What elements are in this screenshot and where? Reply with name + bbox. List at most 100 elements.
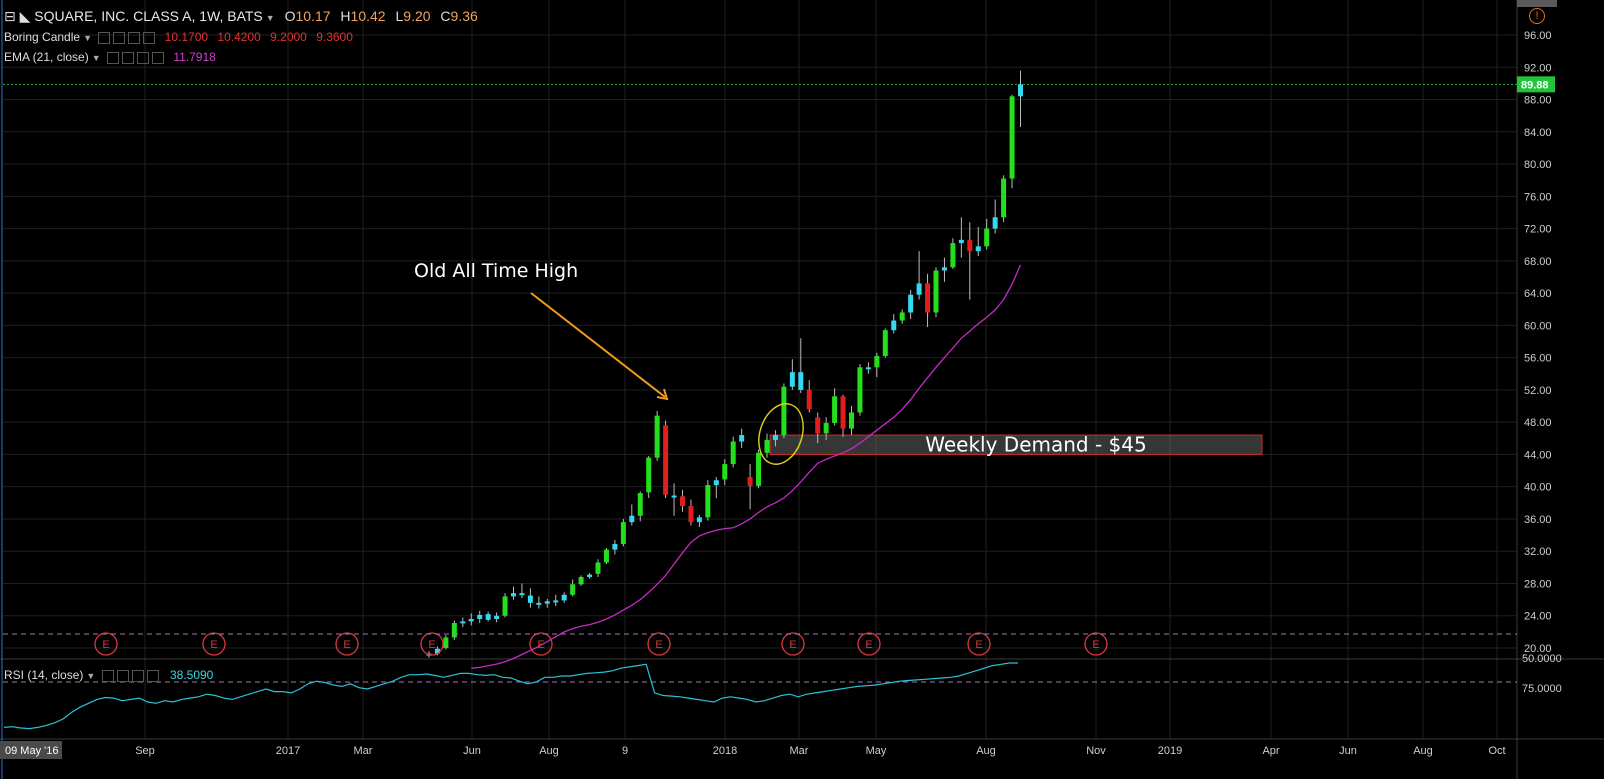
candle-body [823, 422, 829, 434]
candle-body [502, 596, 508, 616]
symbol-title[interactable]: SQUARE, INC. CLASS A, 1W, BATS [34, 8, 263, 24]
candle-body [899, 312, 905, 321]
candle-body [468, 618, 474, 622]
ohlc-low-value: 9.20 [403, 8, 431, 24]
price-tick-label: 64.00 [1524, 288, 1552, 300]
symbol-caret-icon[interactable]: ▼ [265, 13, 275, 23]
candle-indicator-label[interactable]: Boring Candle [4, 30, 81, 44]
candle-body [865, 367, 871, 370]
candle-indicator-row[interactable]: Boring Candle ▼ 10.1700 10.4200 9.2000 9.… [4, 30, 353, 44]
rsi-value: 38.5090 [169, 668, 214, 682]
ema-indicator-label[interactable]: EMA (21, close) [4, 50, 89, 64]
candle-body [688, 506, 694, 523]
top-price-box [1517, 0, 1557, 7]
annotation-arrowhead [656, 388, 669, 401]
candle-body [536, 602, 542, 605]
earnings-marker [94, 632, 118, 656]
add-icon[interactable] [136, 51, 149, 64]
candle-body [451, 622, 457, 638]
eye-icon[interactable] [128, 31, 141, 44]
candle-body [840, 396, 846, 429]
time-axis-label: Oct [1488, 745, 1505, 757]
collapse-icon[interactable]: ⊟ [4, 8, 16, 24]
candle-body [485, 614, 491, 620]
time-axis-label: May [866, 745, 887, 757]
time-axis-label: Jun [1339, 745, 1357, 757]
candle-body [849, 412, 854, 429]
alert-icon[interactable]: ! [1529, 8, 1545, 24]
price-tick-label: 28.00 [1524, 578, 1552, 590]
ohlc-high-value: 10.42 [350, 8, 386, 24]
close-icon[interactable] [151, 51, 164, 64]
rsi-tick-label: 50.0000 [1522, 653, 1562, 665]
candle-body [916, 283, 922, 295]
earnings-marker-label: E [210, 639, 217, 651]
time-axis-label: Mar [354, 745, 373, 757]
candle-caret-icon[interactable]: ▼ [83, 33, 92, 43]
settings-icon[interactable] [106, 51, 119, 64]
candle-body [443, 637, 449, 648]
time-axis-start-box [0, 741, 62, 759]
rsi-indicator-label[interactable]: RSI (14, close) [4, 668, 84, 682]
candle-body [992, 217, 998, 229]
ema-line [471, 264, 1022, 669]
ema-caret-icon[interactable]: ▼ [91, 53, 101, 63]
rsi-indicator-row[interactable]: RSI (14, close) ▼ 38.5090 [4, 668, 213, 682]
candle-body [603, 549, 609, 563]
earnings-marker [1084, 632, 1108, 656]
demand-zone [769, 434, 1263, 455]
candle-body [975, 246, 981, 252]
candle-body [561, 594, 567, 601]
price-tick-label: 24.00 [1524, 611, 1552, 623]
gear-icon[interactable] [121, 51, 134, 64]
candle-body [730, 441, 736, 465]
candle-body [663, 425, 669, 495]
earnings-marker-label: E [343, 639, 350, 651]
candle-body [747, 477, 753, 486]
time-axis-label: 09 May '16 [5, 745, 58, 757]
time-axis-label: 2018 [713, 745, 737, 757]
price-tick-label: 92.00 [1524, 62, 1552, 74]
earnings-marker [857, 632, 881, 656]
candle-body [705, 485, 711, 518]
gear-icon[interactable] [116, 669, 129, 682]
price-tick-label: 88.00 [1524, 95, 1552, 107]
candle-body [1018, 84, 1023, 97]
candle-body [1001, 178, 1007, 218]
candle-body [857, 367, 863, 413]
candle-body [933, 270, 939, 313]
price-tick-label: 44.00 [1524, 449, 1552, 461]
add-icon[interactable] [131, 669, 144, 682]
settings-icon[interactable] [98, 31, 111, 44]
earnings-marker-label: E [655, 639, 662, 651]
close-icon[interactable] [143, 31, 156, 44]
gear-icon[interactable] [113, 31, 126, 44]
earnings-marker-label: E [865, 639, 872, 651]
time-axis-label: 2019 [1158, 745, 1182, 757]
ohlc-low-label: L [395, 8, 404, 24]
last-price-box [1517, 76, 1555, 93]
settings-icon[interactable] [101, 669, 114, 682]
time-axis-label: Aug [539, 745, 559, 757]
earnings-marker-label: E [789, 639, 796, 651]
candle-body [434, 648, 440, 654]
flag-icon: ◣ [19, 8, 31, 24]
price-tick-label: 52.00 [1524, 385, 1552, 397]
price-tick-label: 20.00 [1524, 643, 1552, 655]
ohlc-open-label: O [284, 8, 296, 24]
candle-body [637, 493, 643, 516]
candle-body [477, 614, 483, 619]
candle-body [570, 584, 576, 595]
ema-indicator-row[interactable]: EMA (21, close) ▼ 11.7918 [4, 50, 216, 64]
candle-body [654, 415, 660, 458]
price-tick-label: 72.00 [1524, 224, 1552, 236]
close-icon[interactable] [146, 669, 159, 682]
price-tick-label: 68.00 [1524, 256, 1552, 268]
time-axis-label: Aug [1413, 745, 1433, 757]
annotation-arrow [530, 292, 666, 398]
candle-body [680, 496, 685, 507]
rsi-caret-icon[interactable]: ▼ [86, 671, 96, 681]
symbol-header[interactable]: ⊟ ◣ SQUARE, INC. CLASS A, 1W, BATS ▼ O10.… [4, 8, 478, 25]
ohlc-open-value: 10.17 [295, 8, 331, 24]
